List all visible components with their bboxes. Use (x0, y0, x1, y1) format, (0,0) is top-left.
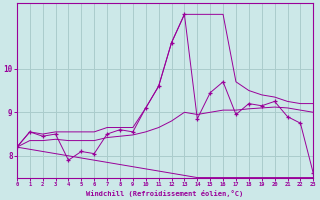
X-axis label: Windchill (Refroidissement éolien,°C): Windchill (Refroidissement éolien,°C) (86, 190, 244, 197)
